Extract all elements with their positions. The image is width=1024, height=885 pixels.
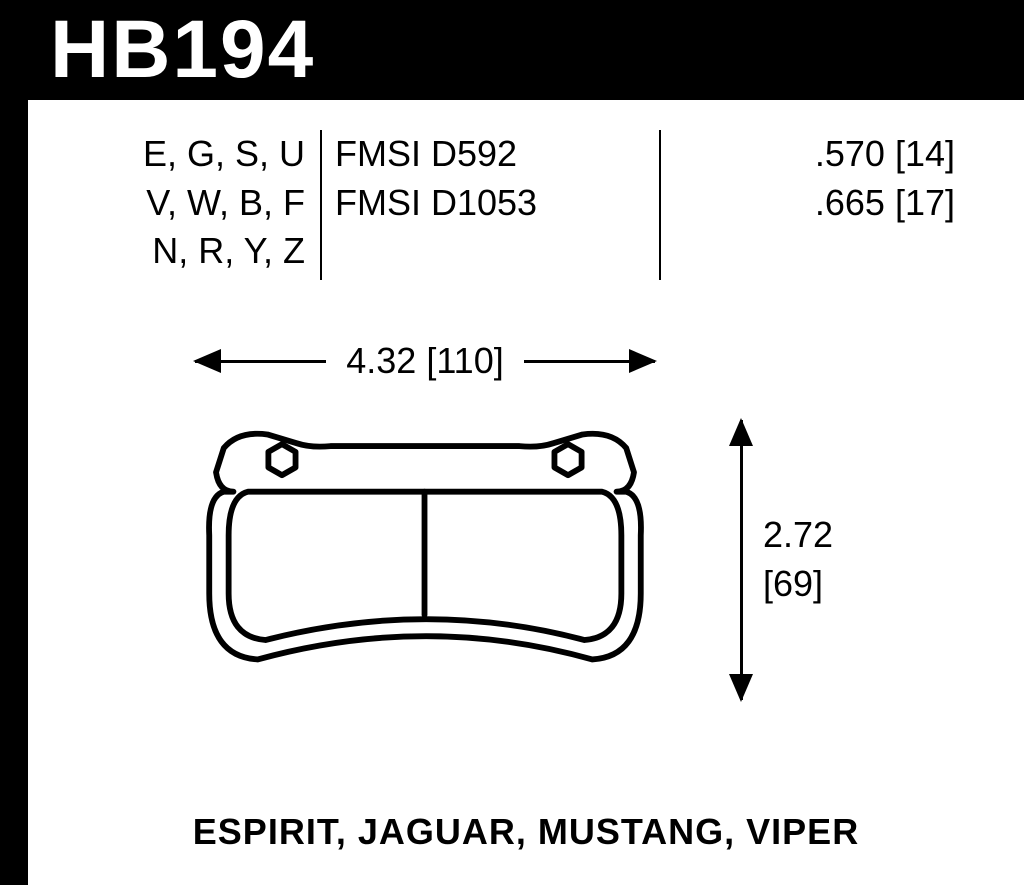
height-dimension: 2.72 [69] xyxy=(740,420,960,700)
arrow-vertical-icon xyxy=(740,420,743,700)
vehicle-applications: ESPIRIT, JAGUAR, MUSTANG, VIPER xyxy=(28,811,1024,853)
arrow-right-icon xyxy=(524,360,655,363)
arrow-left-icon xyxy=(195,360,326,363)
diagram-area: 4.32 [110] 2.72 [69] xyxy=(100,340,1000,780)
compounds-row-1: E, G, S, U xyxy=(95,130,305,179)
left-border-bar xyxy=(0,0,28,885)
thickness-column: .570 [14] .665 [17] xyxy=(675,130,955,227)
height-dimension-label: 2.72 [69] xyxy=(763,511,833,608)
compounds-column: E, G, S, U V, W, B, F N, R, Y, Z xyxy=(95,130,305,276)
compounds-row-3: N, R, Y, Z xyxy=(95,227,305,276)
compounds-row-2: V, W, B, F xyxy=(95,179,305,228)
spec-divider-2 xyxy=(659,130,661,280)
fmsi-row-1: FMSI D592 xyxy=(335,130,575,179)
height-mm: [69] xyxy=(763,560,833,609)
thickness-row-2: .665 [17] xyxy=(675,179,955,228)
brake-pad-outline-icon xyxy=(185,395,665,695)
header-bar: HB194 xyxy=(0,0,1024,100)
width-dimension: 4.32 [110] xyxy=(195,340,655,382)
fmsi-row-2: FMSI D1053 xyxy=(335,179,575,228)
spec-sheet-frame: HB194 E, G, S, U V, W, B, F N, R, Y, Z F… xyxy=(0,0,1024,885)
fmsi-column: FMSI D592 FMSI D1053 xyxy=(335,130,575,227)
width-dimension-label: 4.32 [110] xyxy=(326,340,523,382)
height-inches: 2.72 xyxy=(763,511,833,560)
thickness-row-1: .570 [14] xyxy=(675,130,955,179)
part-number: HB194 xyxy=(50,3,315,97)
spec-divider-1 xyxy=(320,130,322,280)
